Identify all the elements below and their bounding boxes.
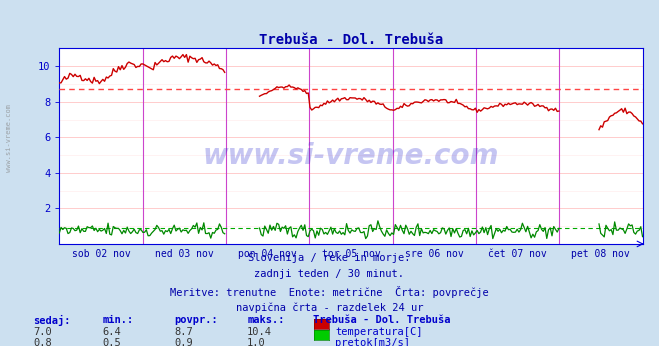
Text: 6.4: 6.4	[102, 327, 121, 337]
Text: 10.4: 10.4	[247, 327, 272, 337]
Text: www.si-vreme.com: www.si-vreme.com	[5, 104, 12, 172]
Text: pretok[m3/s]: pretok[m3/s]	[335, 338, 411, 346]
Text: Meritve: trenutne  Enote: metrične  Črta: povprečje: Meritve: trenutne Enote: metrične Črta: …	[170, 286, 489, 298]
Text: Slovenija / reke in morje.: Slovenija / reke in morje.	[248, 253, 411, 263]
Text: povpr.:: povpr.:	[175, 315, 218, 325]
Text: 0.9: 0.9	[175, 338, 193, 346]
Text: sedaj:: sedaj:	[33, 315, 71, 326]
Text: navpična črta - razdelek 24 ur: navpična črta - razdelek 24 ur	[236, 302, 423, 313]
Text: 8.7: 8.7	[175, 327, 193, 337]
Text: min.:: min.:	[102, 315, 133, 325]
Text: www.si-vreme.com: www.si-vreme.com	[203, 142, 499, 170]
Text: Trebuša - Dol. Trebuša: Trebuša - Dol. Trebuša	[313, 315, 451, 325]
Text: 0.5: 0.5	[102, 338, 121, 346]
Text: temperatura[C]: temperatura[C]	[335, 327, 423, 337]
Title: Trebuša - Dol. Trebuša: Trebuša - Dol. Trebuša	[259, 33, 443, 47]
Text: maks.:: maks.:	[247, 315, 285, 325]
Text: 7.0: 7.0	[33, 327, 51, 337]
Text: zadnji teden / 30 minut.: zadnji teden / 30 minut.	[254, 269, 405, 279]
Text: 1.0: 1.0	[247, 338, 266, 346]
Text: 0.8: 0.8	[33, 338, 51, 346]
